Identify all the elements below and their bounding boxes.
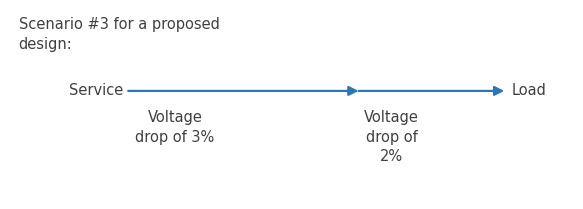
Text: Scenario #3 for a proposed
design:: Scenario #3 for a proposed design: [19, 17, 220, 52]
Text: Voltage
drop of 3%: Voltage drop of 3% [135, 110, 215, 145]
Text: Voltage
drop of
2%: Voltage drop of 2% [364, 110, 419, 164]
Text: Service: Service [69, 83, 124, 98]
Text: Load: Load [511, 83, 546, 98]
